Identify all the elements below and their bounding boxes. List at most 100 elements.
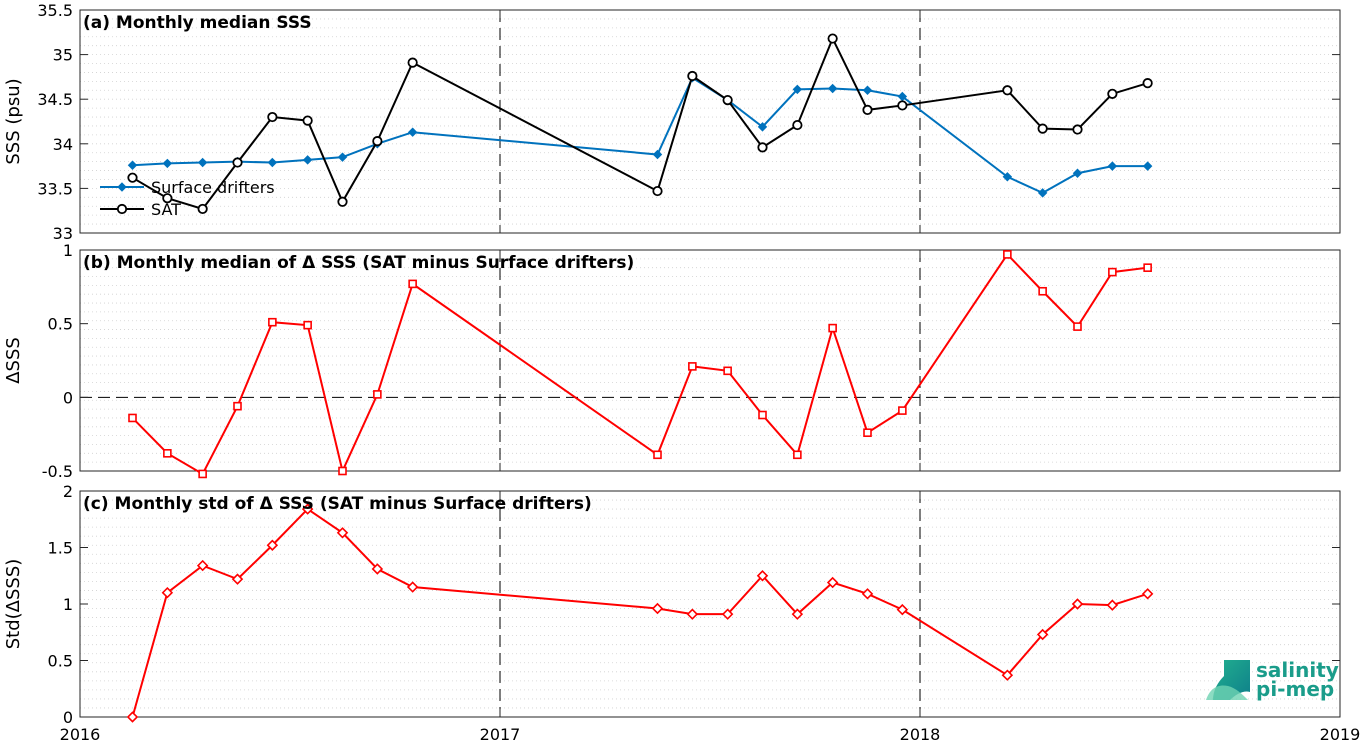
y-tick-label: 1 [63,241,73,260]
data-point [162,158,173,169]
y-tick-label: 0.5 [48,652,73,671]
data-point [758,410,767,420]
data-point [408,279,417,289]
data-point [1037,123,1048,134]
panel-title: (b) Monthly median of Δ SSS (SAT minus S… [83,253,634,273]
data-point [1072,124,1083,135]
data-point [1002,172,1013,182]
series-0 [128,250,1152,479]
y-tick-label: 33 [53,224,73,243]
legend-label: SAT [151,200,181,219]
data-point [721,608,734,620]
data-point [1003,250,1012,259]
data-point [196,559,209,572]
plot-area [80,491,1340,717]
data-point [826,576,839,589]
y-tick-label: 1 [63,595,73,614]
y-tick-label: -0.5 [42,462,73,481]
y-tick-label: 34 [53,135,73,154]
data-point [1038,286,1047,296]
data-point [302,155,313,165]
data-point [126,711,139,723]
data-point [267,157,278,168]
axes-box [79,9,1341,234]
series-1 [127,33,1153,215]
data-point [1037,188,1048,198]
data-point [407,57,418,68]
y-tick-label: 0 [63,708,73,727]
data-point [267,111,278,123]
data-point [1072,168,1083,178]
plot-area [80,250,1340,471]
data-point [897,100,908,111]
data-point [162,193,173,204]
panel-b: -0.5 0 0.5 1 ΔSSS (b) Monthly median of Δ SSS… [3,241,1341,481]
data-point [303,320,312,330]
data-point [861,588,874,600]
y-tick-label: 33.5 [37,179,73,198]
data-point [302,115,313,126]
data-point [1002,85,1013,96]
data-point [1142,161,1153,171]
y-tick-label: 0.5 [48,315,73,334]
data-point [232,157,243,168]
panel-c: 2016 2017 2018 2019 0 0.5 1 1.5 2 Std(ΔSSS) (c) Mo… [3,482,1360,744]
data-point [791,608,804,620]
data-point [407,127,418,137]
data-point [127,172,138,183]
data-point [372,136,383,147]
data-point [1106,599,1119,611]
legend: Surface drifters SAT [100,178,275,219]
series-line [131,507,1148,718]
data-point [827,83,838,94]
data-point [686,608,699,620]
data-point [723,366,732,376]
data-point [1141,588,1154,600]
data-point [266,539,279,551]
data-point [862,104,873,116]
y-axis-label: Std(ΔSSS) [3,559,24,650]
data-point [896,603,909,616]
series-line [131,252,1148,476]
data-point [163,449,172,458]
data-point [651,602,664,615]
data-point [898,406,907,415]
y-tick-label: 2 [63,482,73,501]
data-point [127,160,138,170]
panel-a: 33 33.5 34 34.5 35 35.5 SSS (psu) Surface drift… [3,1,1341,243]
x-tick-label: 2018 [900,725,941,744]
data-point [757,142,768,153]
panel-title: (a) Monthly median SSS [83,13,312,33]
data-point [373,390,382,399]
data-point [862,85,873,96]
data-point [827,33,838,44]
data-point [231,573,244,585]
y-tick-label: 0 [63,388,73,407]
data-point [722,94,733,106]
x-tick-label: 2019 [1320,725,1361,744]
data-point [757,122,768,132]
series-line [131,36,1148,211]
plot-area [80,10,1340,233]
y-axis-label: ΔSSS [3,337,24,384]
y-tick-label: 1.5 [48,539,73,558]
y-axis-label: SSS (psu) [3,78,24,164]
data-point [371,563,384,575]
data-point [128,413,137,423]
logo-line1: salinity [1256,658,1339,682]
data-point [863,428,872,437]
data-point [268,317,277,327]
salinity-pimep-logo: salinity pi-mep [1206,658,1339,701]
y-tick-label: 35 [53,46,73,65]
x-tick-label: 2017 [480,725,521,744]
data-point [198,469,207,479]
x-tick-label: 2016 [60,725,101,744]
y-tick-label: 35.5 [37,1,73,20]
logo-wave-icon-2 [1206,685,1248,700]
data-point [1073,322,1082,331]
data-point [652,185,663,197]
data-point [1142,78,1153,89]
data-point [653,450,662,460]
